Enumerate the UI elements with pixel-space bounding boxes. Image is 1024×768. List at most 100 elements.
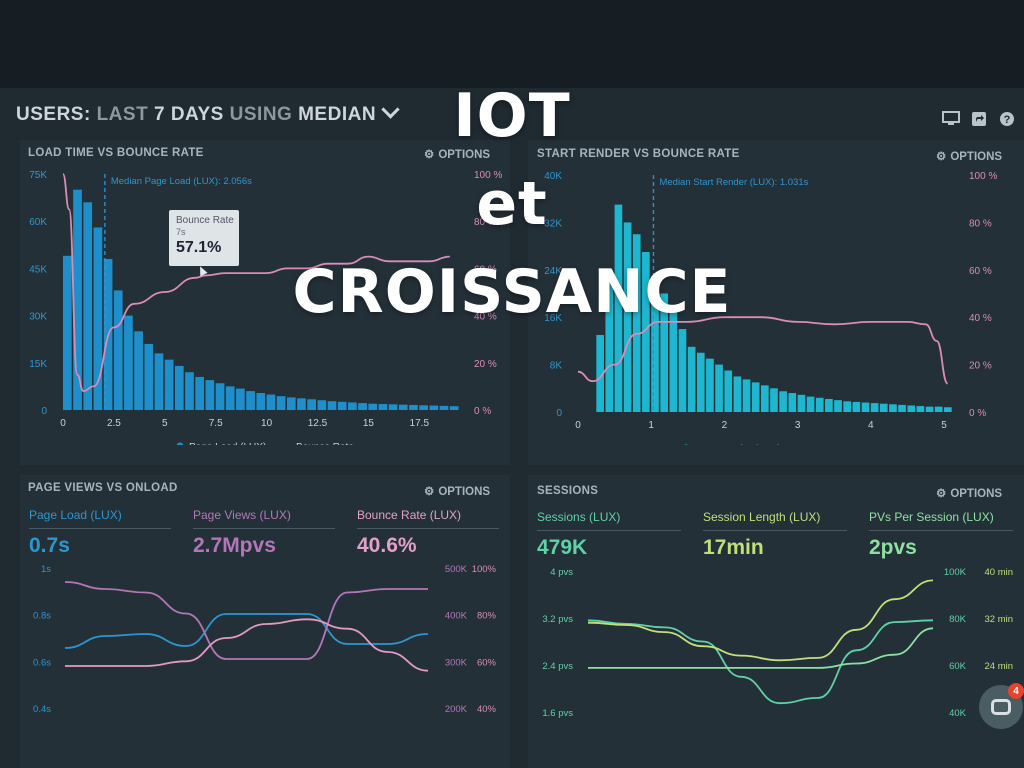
page-views-title: PAGE VIEWS VS ONLOAD [28,482,178,494]
y-right-tick-label: 20 % [969,361,992,372]
y-left-tick-label: 0.6s [33,657,51,668]
dashboard-title[interactable]: USERS: LAST 7 DAYS USING MEDIAN [16,100,400,126]
bar [797,394,806,412]
bar [642,252,650,412]
page-load-metric-label: Page Load (LUX) [29,508,122,522]
bar [843,401,852,412]
bar [205,380,215,410]
bounce-rate-tooltip: Bounce Rate 7s 57.1% [169,210,239,266]
bar [614,204,623,412]
legend-label: Page Load (LUX) [189,442,266,445]
overlay-title-line-3: CROISSANCE [292,257,732,327]
y-left-tick-label: 24K [544,266,562,277]
bar [256,393,266,410]
bar [419,405,428,410]
bar [788,393,797,412]
series-line [588,627,934,669]
bar [632,234,641,412]
y-left-tick-label: 40K [544,171,562,182]
legend-dot [684,444,688,445]
y-right-tick-label: 80 % [474,217,497,228]
bar [916,406,925,412]
y-right-tick-label: 500K [445,564,468,575]
x-tick-label: 5 [941,420,947,431]
tooltip-sub: 7s [176,227,186,237]
bar [144,343,154,410]
tooltip-value: 57.1% [176,239,222,256]
title-median: MEDIAN [298,104,377,125]
title-days: 7 DAYS [153,104,224,125]
y-left-tick-label: 15K [29,359,47,370]
sessions-options[interactable]: ⚙ OPTIONS [936,486,1002,500]
overlay-title-line-2: et [476,169,548,239]
monitor-icon[interactable] [942,110,960,128]
y-right-tick-label: 80% [477,611,497,622]
bar [687,346,696,412]
y-left-tick-label: 0 [41,406,47,417]
bar [297,398,306,410]
y-left-tick-label: 3.2 pvs [542,614,573,625]
bar [770,388,778,412]
bar [879,403,888,412]
y-right-tick-label: 80 % [969,218,992,229]
help-icon[interactable]: ? [998,110,1016,128]
series-line [64,613,429,649]
page-views-metric-value: 2.7Mpvs [193,534,276,557]
bar [669,311,678,412]
bar [724,370,733,412]
y-right-tick-label: 40% [477,704,497,715]
bar [348,402,357,410]
x-tick-label: 1 [648,420,654,431]
bar [651,275,659,412]
y-right-tick-label: 400K [445,611,468,622]
bar [852,401,861,412]
y-left-tick-label: 8K [550,361,563,372]
bar [236,388,245,410]
start-render-options[interactable]: ⚙ OPTIONS [936,149,1002,163]
bar [870,403,879,412]
load-time-chart: 0 15K 30K 45K 60K 75K 0 % 20 % 40 % 60 % 80 % 100 %… [29,170,502,445]
y-left-tick-label: 0 [556,408,562,419]
bar [317,400,327,410]
y-right-tick-label: 100 % [474,170,502,181]
metric-divider [193,528,335,529]
top-background [0,0,1024,88]
bar [934,406,943,412]
y-right-tick-label: 40 min [984,567,1013,578]
x-tick-label: 4 [868,420,874,431]
bar [124,315,133,410]
page-views-options[interactable]: ⚙ OPTIONS [424,484,490,498]
x-tick-label: 17.5 [410,418,430,429]
bar [733,376,742,412]
series-line [64,581,428,660]
y-left-tick-label: 45K [29,264,47,275]
median-label: Median Page Load (LUX): 2.056s [111,176,252,187]
y-left-tick-label: 1s [41,564,51,575]
sessions-metric-label: Sessions (LUX) [537,510,621,524]
bar [337,401,347,410]
load-time-options[interactable]: ⚙ OPTIONS [424,147,490,161]
bar [605,269,614,412]
bar [678,329,687,412]
x-tick-label: 15 [363,418,375,429]
bar [215,383,225,410]
options-label: OPTIONS [438,149,491,161]
sessions-panel [528,475,1024,768]
options-label: OPTIONS [438,486,491,498]
bar [761,385,769,412]
legend-dot [176,442,184,445]
bounce-rate-metric-label: Bounce Rate (LUX) [357,508,462,522]
bar [825,398,833,412]
legend-label: Start Render (LUX) [695,444,781,445]
y-left-tick-label: 0.4s [33,704,51,715]
bar [925,406,934,412]
bar [889,404,897,412]
x-tick-label: 7.5 [209,418,223,429]
y-right-tick-label: 100 % [969,171,997,182]
share-icon[interactable] [970,110,988,128]
bounce-rate-metric-value: 40.6% [357,534,417,557]
y-right-tick-label: 40 % [474,312,497,323]
y-left-tick-label: 30K [29,312,47,323]
chat-badge: 4 [1008,683,1024,699]
legend-label: Bounce Rate [802,444,860,445]
